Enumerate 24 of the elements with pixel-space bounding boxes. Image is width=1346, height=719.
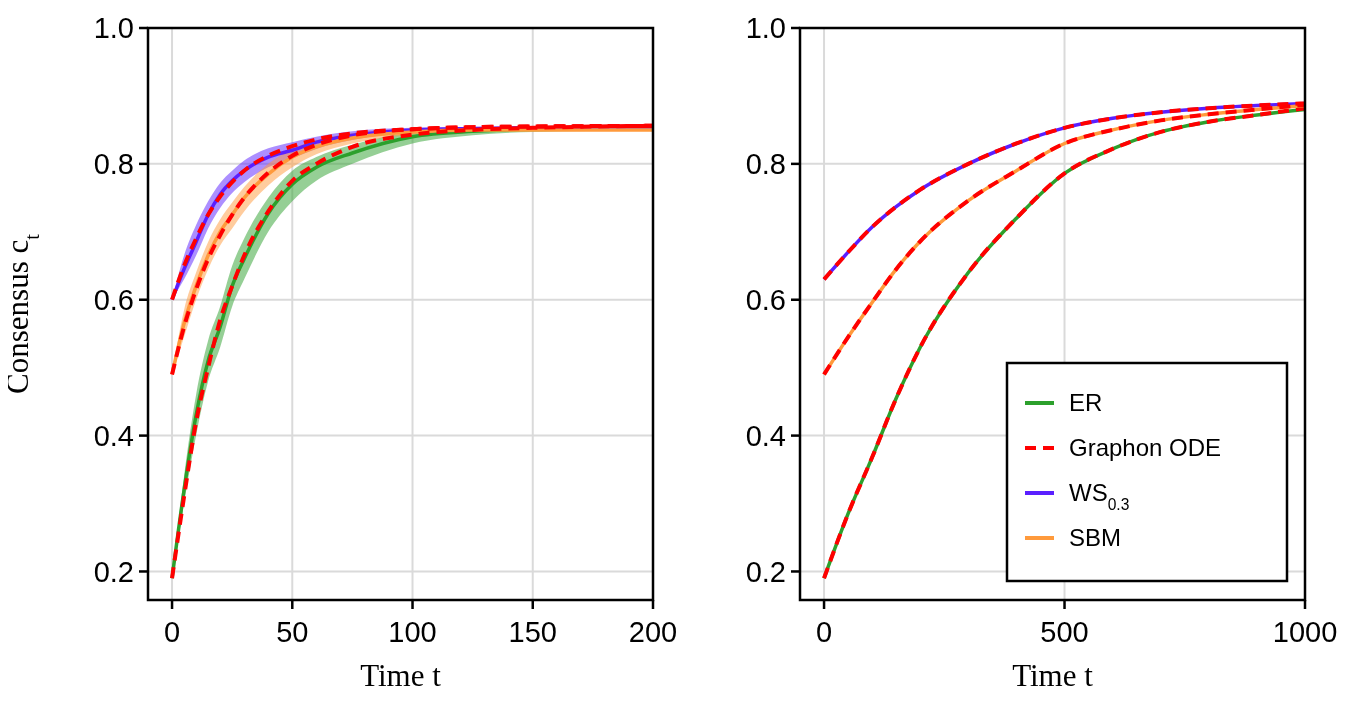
legend-label: Graphon ODE [1069, 434, 1222, 462]
y-tick-label: 0.6 [745, 283, 786, 316]
x-tick-label: 1000 [1272, 616, 1338, 648]
legend-label: WS$_{0.3}$ [1069, 479, 1130, 513]
y-tick-label: 0.4 [93, 419, 134, 452]
x-tick-label: 0 [815, 616, 833, 648]
legend-label: SBM [1069, 524, 1122, 552]
x-tick-label: 0 [163, 616, 181, 648]
x-tick-label: 500 [1040, 616, 1089, 648]
y-tick-label: 0.8 [745, 148, 786, 181]
y-tick-label: 1.0 [93, 12, 134, 45]
y-tick-label: 0.2 [93, 555, 134, 588]
x-tick-label: 150 [508, 616, 557, 648]
x-axis-title: Time t [1012, 658, 1094, 693]
y-tick-label: 0.2 [745, 555, 786, 588]
y-tick-label: 1.0 [745, 12, 786, 45]
y-tick-label: 0.8 [93, 148, 134, 181]
y-tick-label: 0.4 [745, 419, 786, 452]
legend-label: ER [1069, 389, 1103, 417]
x-axis-title: Time t [360, 658, 442, 693]
x-tick-label: 100 [388, 616, 437, 648]
x-tick-label: 50 [276, 616, 309, 648]
y-tick-label: 0.6 [93, 283, 134, 316]
x-tick-label: 200 [628, 616, 678, 648]
